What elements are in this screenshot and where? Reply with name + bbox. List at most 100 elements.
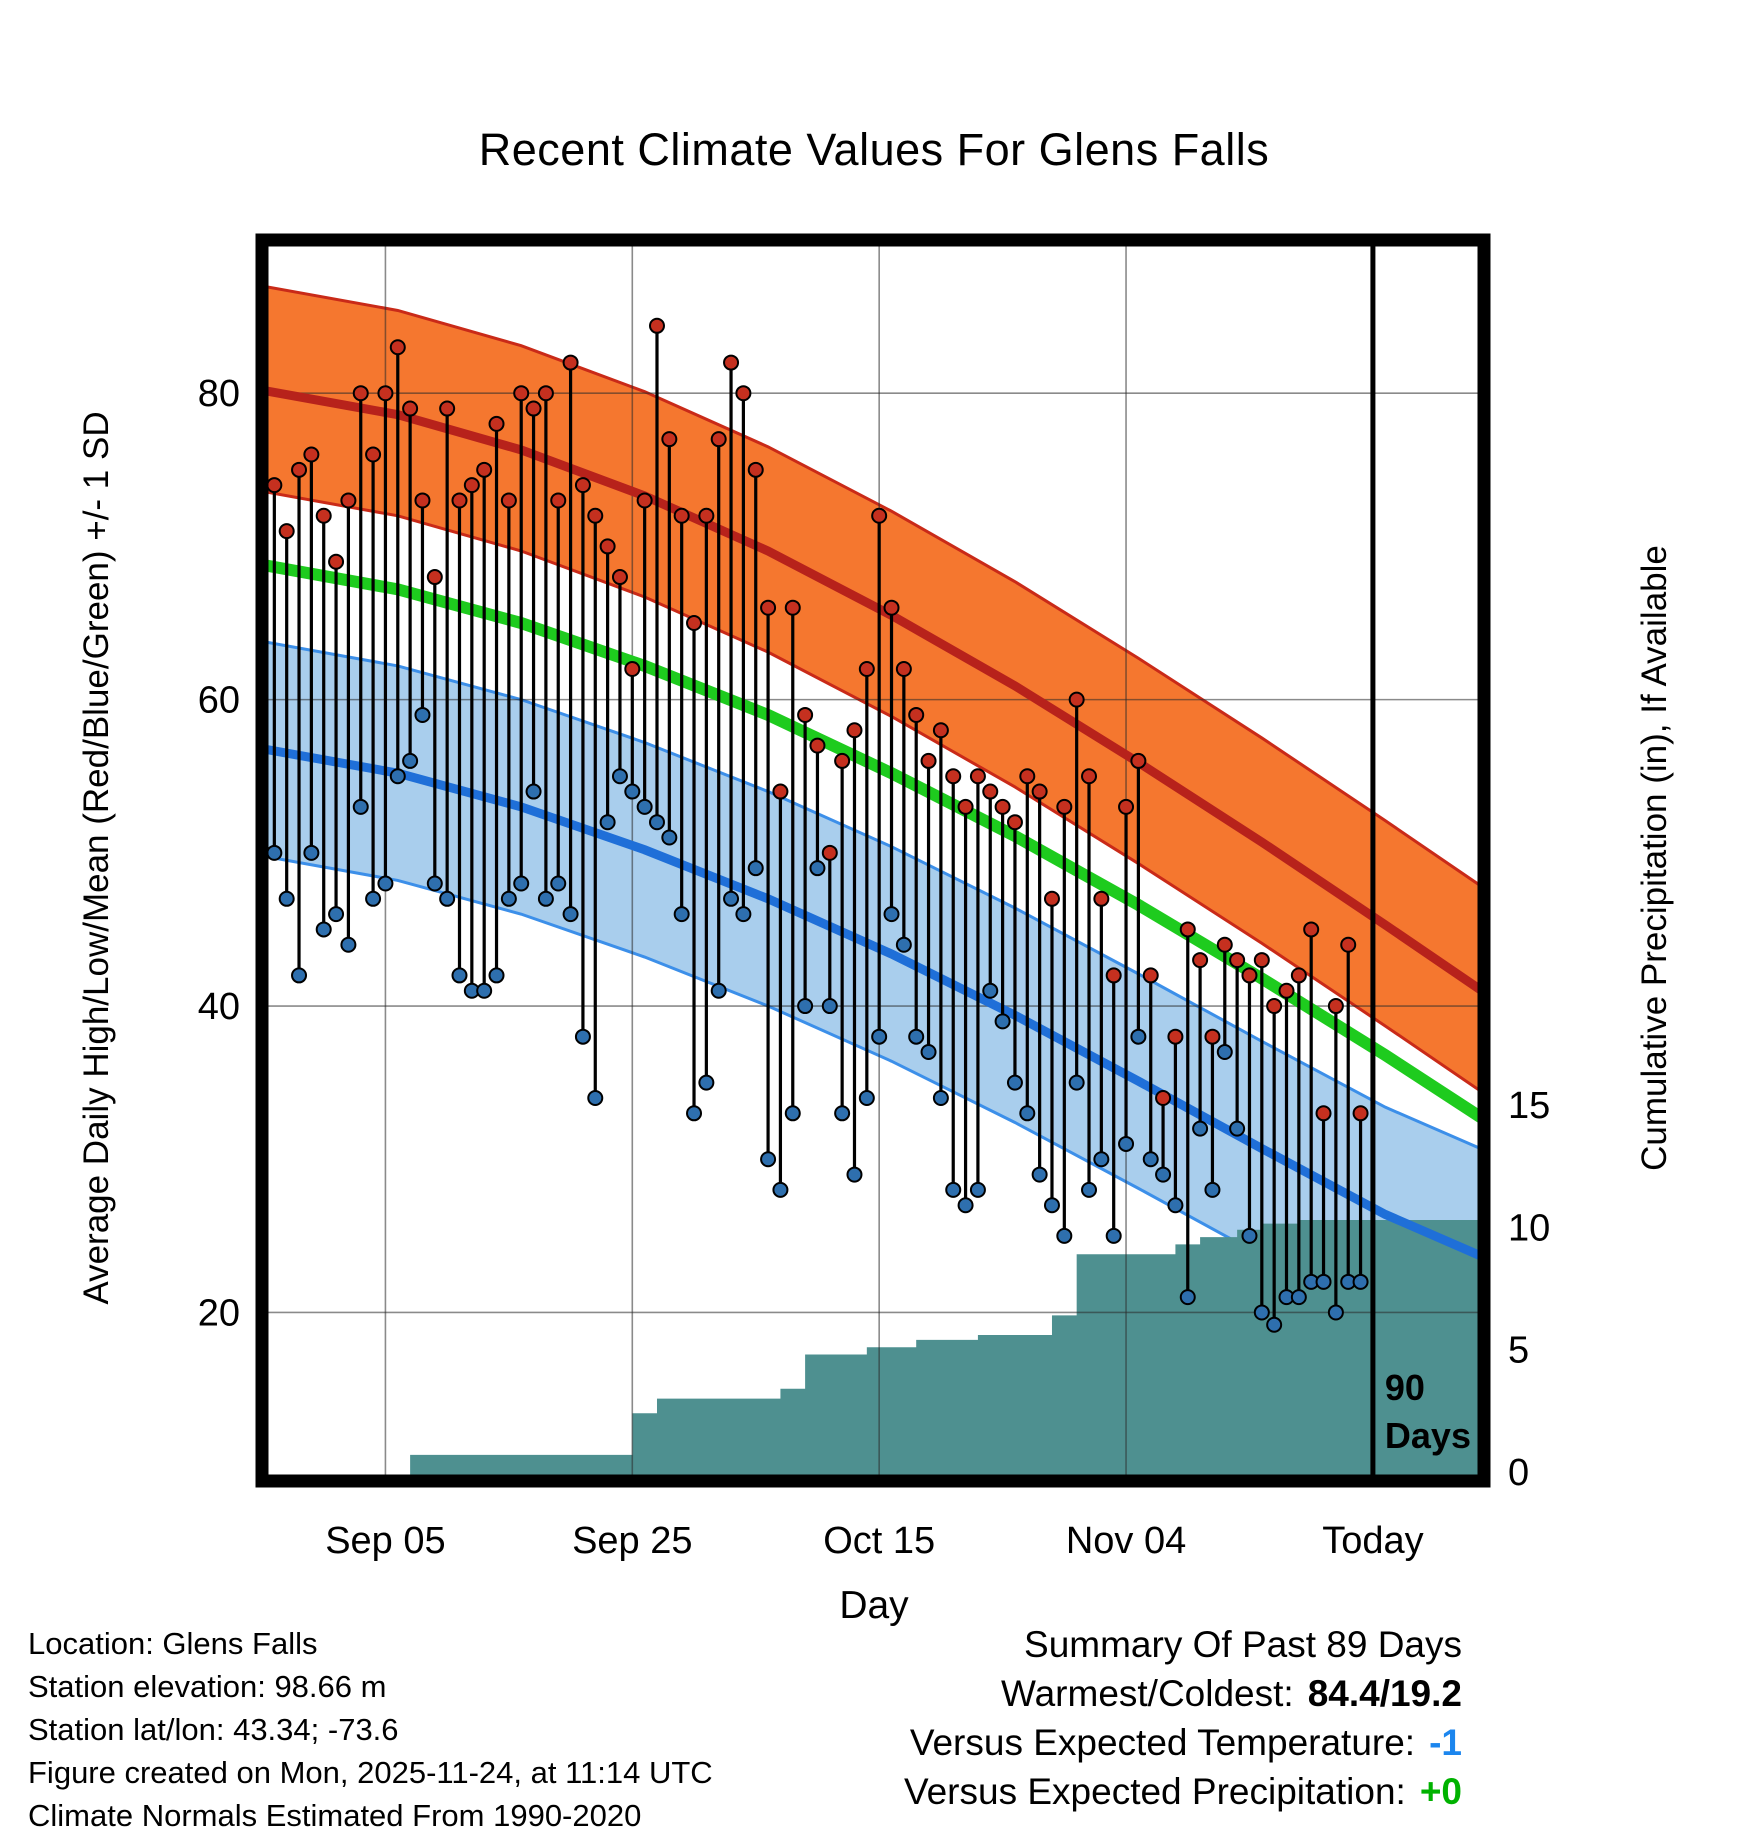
daily-high-dot	[303, 446, 320, 463]
daily-high-dot	[760, 599, 777, 616]
daily-high-dot	[661, 431, 678, 448]
daily-low-dot	[1056, 1227, 1073, 1244]
daily-high-dot	[1130, 752, 1147, 769]
high-normal-band	[262, 285, 1484, 1094]
vs-precipitation-value: +0	[1419, 1771, 1462, 1812]
daily-high-dot	[1303, 921, 1320, 938]
daily-low-dot	[969, 1181, 986, 1198]
daily-low-dot	[686, 1105, 703, 1122]
daily-low-dot	[723, 890, 740, 907]
daily-low-dot	[439, 890, 456, 907]
daily-low-dot	[1081, 1181, 1098, 1198]
daily-high-dot	[574, 477, 591, 494]
daily-low-dot	[784, 1105, 801, 1122]
daily-high-dot	[1352, 1105, 1369, 1122]
period-90-label: 90	[1385, 1367, 1425, 1408]
daily-high-dot	[772, 783, 789, 800]
daily-low-dot	[957, 1197, 974, 1214]
daily-low-dot	[698, 1074, 715, 1091]
station-location-line: Location: Glens Falls	[28, 1626, 318, 1661]
daily-high-dot	[1253, 952, 1270, 969]
daily-high-dot	[414, 492, 431, 509]
daily-low-dot	[587, 1089, 604, 1106]
daily-low-dot	[1179, 1289, 1196, 1306]
daily-high-dot	[1105, 967, 1122, 984]
daily-high-dot	[784, 599, 801, 616]
daily-low-dot	[389, 768, 406, 785]
daily-low-dot	[1105, 1227, 1122, 1244]
daily-low-dot	[932, 1089, 949, 1106]
daily-high-dot	[895, 660, 912, 677]
chart-title: Recent Climate Values For Glens Falls	[478, 124, 1270, 175]
x-tick-label: Sep 25	[572, 1520, 692, 1562]
plot-border	[255, 233, 1491, 1488]
daily-high-dot	[858, 660, 875, 677]
daily-high-dot	[710, 431, 727, 448]
daily-high-dot	[932, 722, 949, 739]
daily-high-dot	[1056, 798, 1073, 815]
daily-high-dot	[920, 752, 937, 769]
daily-low-dot	[611, 768, 628, 785]
daily-high-dot	[1278, 982, 1295, 999]
daily-high-dot	[1167, 1028, 1184, 1045]
daily-high-dot	[636, 492, 653, 509]
daily-high-dot	[278, 523, 295, 540]
vs-temperature-value: -1	[1429, 1722, 1462, 1763]
daily-low-dot	[1290, 1289, 1307, 1306]
daily-high-dot	[525, 400, 542, 417]
daily-high-dot	[513, 385, 530, 402]
x-tick-label: Sep 05	[325, 1520, 445, 1562]
y-left-tick-label: 20	[198, 1292, 240, 1334]
daily-high-dot	[883, 599, 900, 616]
daily-high-dot	[1031, 783, 1048, 800]
summary-row-vs-precipitation: Versus Expected Precipitation: +0	[904, 1767, 1462, 1816]
y-left-tick-label: 40	[198, 986, 240, 1028]
daily-high-dot	[821, 844, 838, 861]
vs-precipitation-label: Versus Expected Precipitation:	[903, 1771, 1406, 1812]
daily-high-dot	[365, 446, 382, 463]
daily-high-dot	[291, 461, 308, 478]
daily-low-dot	[328, 906, 345, 923]
daily-high-dot	[1229, 952, 1246, 969]
daily-low-dot	[1167, 1197, 1184, 1214]
daily-low-dot	[315, 921, 332, 938]
daily-low-dot	[760, 1151, 777, 1168]
daily-high-dot	[673, 507, 690, 524]
climate-normals-line: Climate Normals Estimated From 1990-2020	[28, 1798, 642, 1828]
daily-low-dot	[858, 1089, 875, 1106]
daily-low-dot	[377, 875, 394, 892]
daily-low-dot	[1241, 1227, 1258, 1244]
daily-high-dot	[550, 492, 567, 509]
daily-high-dot	[315, 507, 332, 524]
y-left-tick-label: 80	[198, 373, 240, 415]
daily-low-dot	[352, 798, 369, 815]
daily-high-dot	[1019, 768, 1036, 785]
daily-low-dot	[537, 890, 554, 907]
daily-low-dot	[821, 998, 838, 1015]
daily-high-dot	[1216, 936, 1233, 953]
daily-low-dot	[1315, 1273, 1332, 1290]
x-tick-label: Nov 04	[1066, 1520, 1186, 1562]
daily-low-dot	[1118, 1135, 1135, 1152]
daily-low-dot	[525, 783, 542, 800]
summary-row-vs-temperature: Versus Expected Temperature: -1	[904, 1718, 1462, 1767]
daily-high-dot	[1043, 890, 1060, 907]
daily-high-dot	[1093, 890, 1110, 907]
daily-high-dot	[426, 569, 443, 586]
daily-low-dot	[624, 783, 641, 800]
y-right-tick-label: 10	[1508, 1207, 1550, 1249]
daily-low-dot	[562, 906, 579, 923]
daily-low-dot	[1031, 1166, 1048, 1183]
daily-low-dot	[1130, 1028, 1147, 1045]
daily-high-dot	[1315, 1105, 1332, 1122]
warmest-coldest-label: Warmest/Coldest:	[1001, 1673, 1294, 1714]
daily-high-dot	[1192, 952, 1209, 969]
x-tick-label: Oct 15	[823, 1520, 935, 1562]
daily-low-dot	[846, 1166, 863, 1183]
daily-low-dot	[834, 1105, 851, 1122]
daily-low-dot	[451, 967, 468, 984]
daily-low-dot	[1068, 1074, 1085, 1091]
plot-area: 90 Days	[262, 240, 1484, 1481]
daily-high-dot	[389, 339, 406, 356]
